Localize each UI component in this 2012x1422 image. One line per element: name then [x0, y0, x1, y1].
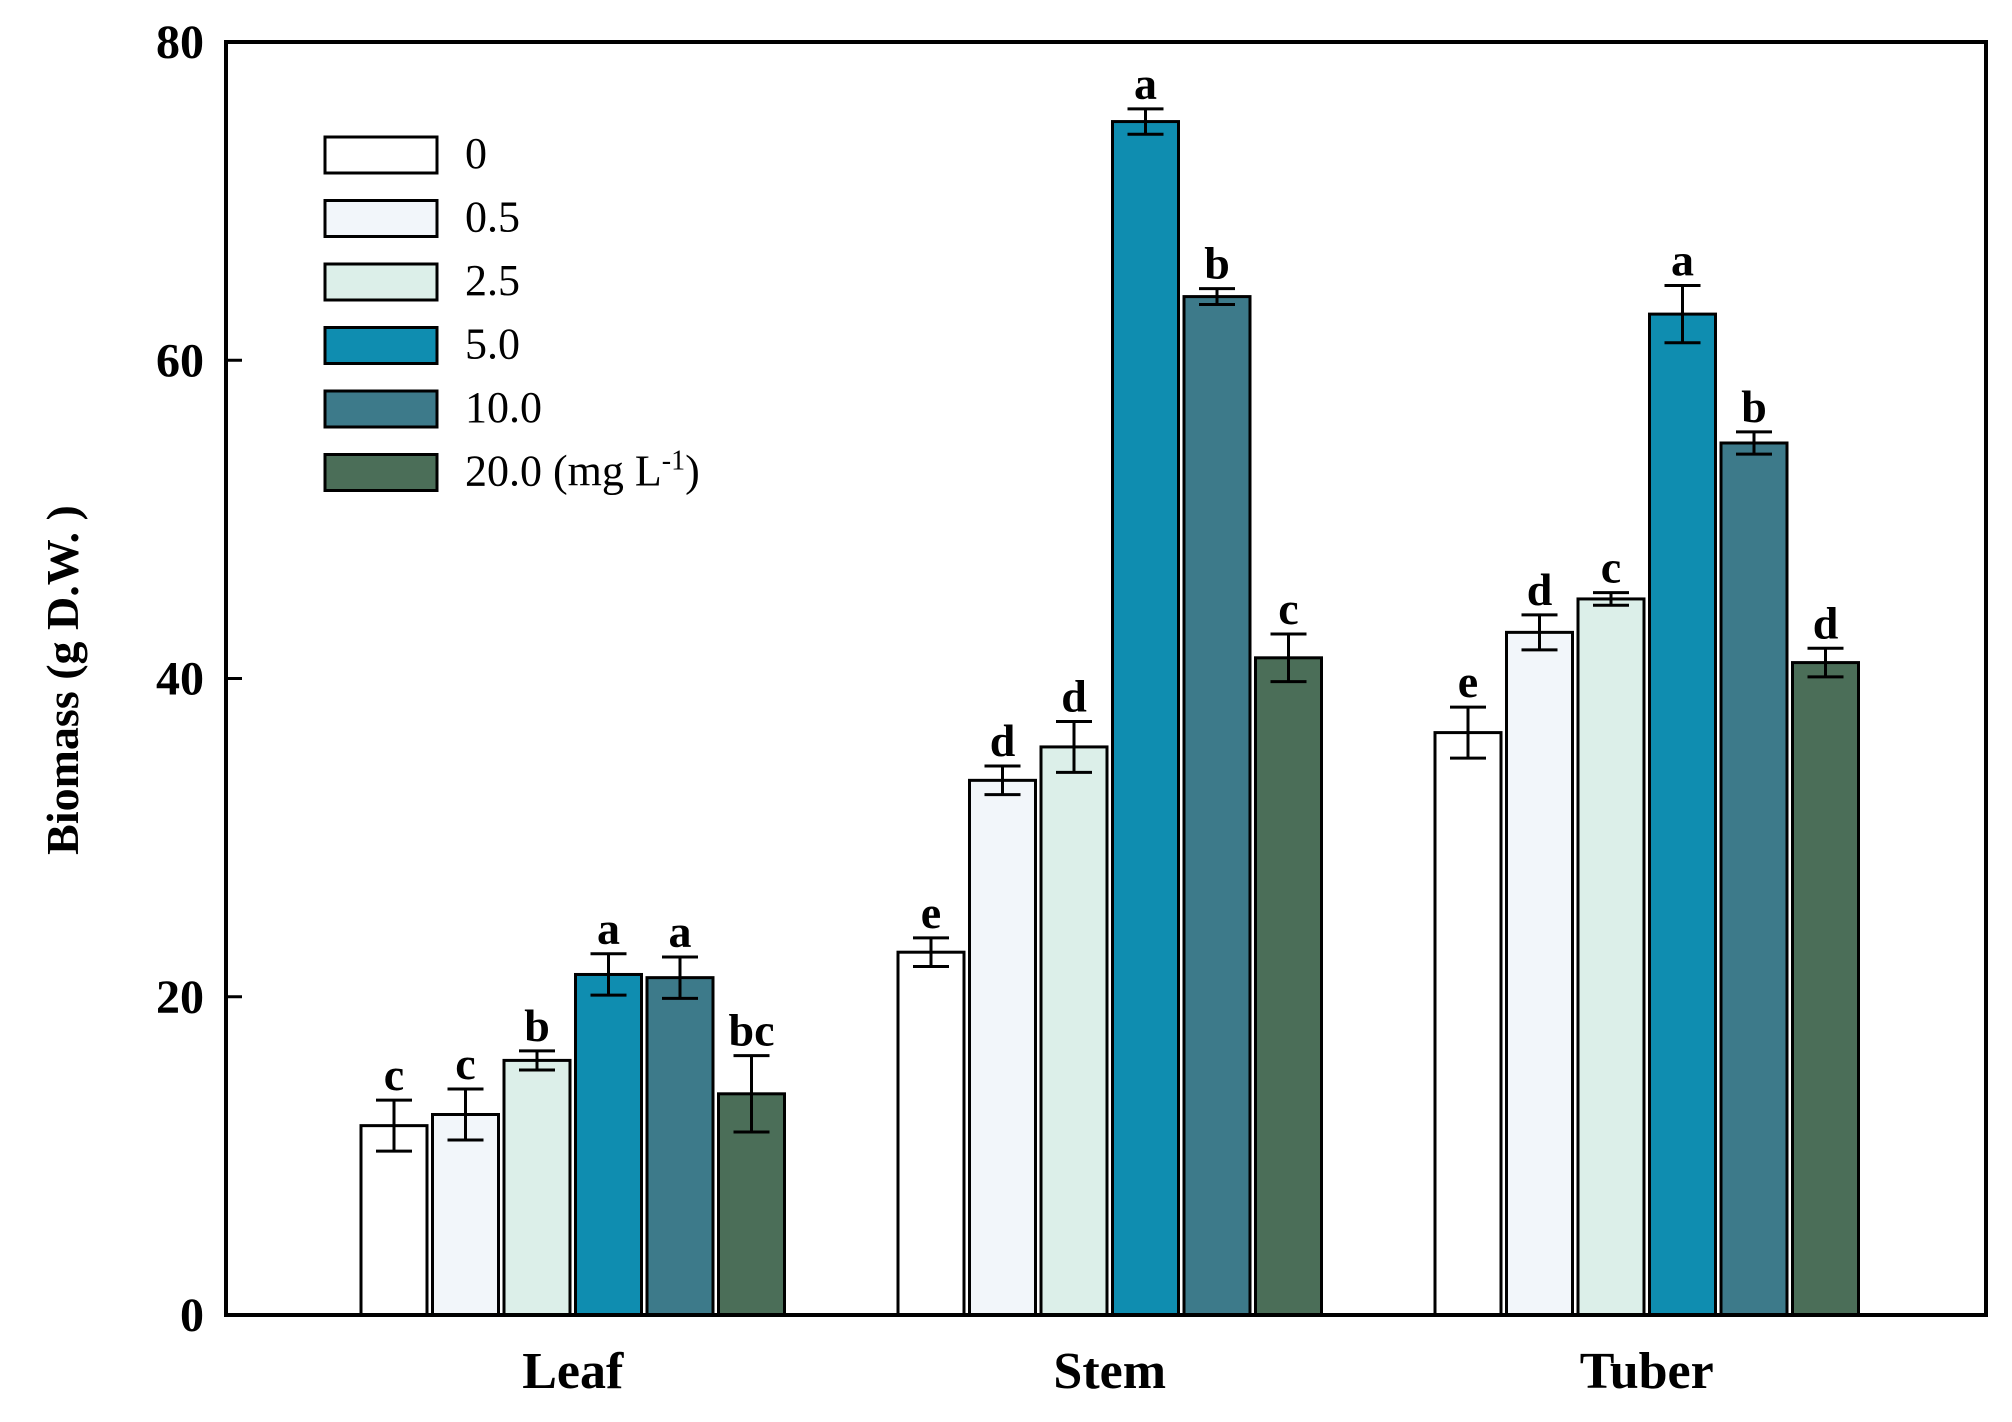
significance-label: d [1061, 670, 1087, 721]
bar-stem-20_0 [1254, 656, 1323, 1317]
significance-label: a [597, 903, 620, 954]
legend-swatch-2_5 [323, 262, 439, 302]
significance-label: c [384, 1049, 404, 1100]
legend-unit-close: ) [685, 447, 700, 496]
bar-stem-2_5 [1039, 745, 1109, 1317]
legend-swatch-0_5 [323, 199, 439, 238]
bar-leaf-0 [359, 1124, 429, 1317]
significance-label: a [1134, 58, 1157, 109]
legend-swatch-0 [323, 135, 439, 175]
significance-label: a [669, 906, 692, 957]
bar-tuber-5_0 [1648, 312, 1717, 1317]
legend-label: 0 [465, 129, 487, 178]
x-category-label-stem: Stem [1053, 1343, 1166, 1400]
legend-label: 0.5 [465, 193, 520, 242]
bar-leaf-2_5 [502, 1058, 572, 1317]
significance-label: e [921, 887, 941, 938]
error-bars-layer [376, 107, 1844, 1153]
significance-label: d [1527, 564, 1553, 615]
legend-label: 20.0 (mg L-1) [465, 446, 700, 496]
x-category-label-leaf: Leaf [522, 1343, 624, 1400]
significance-label: b [524, 1000, 550, 1051]
significance-label: d [990, 715, 1016, 766]
bars-layer [359, 120, 1860, 1317]
legend-swatch-5_0 [323, 326, 439, 365]
legend-swatch-20_0 [323, 453, 439, 492]
bar-tuber-20_0 [1791, 661, 1860, 1317]
significance-label: e [1458, 656, 1478, 707]
significance-label: bc [729, 1005, 775, 1056]
y-tick-label: 0 [180, 1289, 204, 1342]
bar-stem-10_0 [1182, 295, 1252, 1317]
y-tick-label: 20 [156, 971, 204, 1024]
bar-tuber-10_0 [1719, 441, 1789, 1317]
bar-leaf-5_0 [574, 972, 643, 1317]
bar-tuber-2_5 [1576, 597, 1646, 1317]
bar-leaf-10_0 [645, 976, 715, 1317]
legend-label: 2.5 [465, 256, 520, 305]
significance-label: b [1204, 238, 1230, 289]
significance-label: d [1813, 597, 1839, 648]
bar-tuber-0_5 [1505, 630, 1574, 1317]
significance-label: b [1741, 381, 1767, 432]
x-category-label-tuber: Tuber [1580, 1343, 1714, 1400]
significance-label: a [1671, 234, 1694, 285]
y-tick-label: 60 [156, 334, 204, 387]
y-axis-title: Biomass (g D.W. ) [37, 505, 88, 855]
bar-leaf-0_5 [431, 1113, 500, 1317]
legend-label-value: 20.0 (mg L [465, 447, 662, 496]
y-tick-label: 40 [156, 653, 204, 706]
significance-label: c [1278, 583, 1298, 634]
legend-swatch-10_0 [323, 389, 439, 429]
legend-label: 10.0 [465, 383, 542, 432]
significance-label: c [1601, 542, 1621, 593]
bar-stem-0_5 [968, 778, 1037, 1317]
y-tick-label: 80 [156, 16, 204, 69]
bar-tuber-0 [1433, 731, 1503, 1317]
legend-label: 5.0 [465, 320, 520, 369]
bar-stem-5_0 [1111, 120, 1180, 1317]
legend-unit-superscript: -1 [662, 446, 685, 477]
significance-label: c [455, 1038, 475, 1089]
legend: 0 0.5 2.5 5.0 10.0 20.0 (mg L-1) [323, 129, 700, 496]
bar-stem-0 [896, 950, 966, 1317]
axes-layer: 0 20 40 60 80 Leaf Stem Tuber Biomass (g D.W. ) [37, 16, 1988, 1400]
